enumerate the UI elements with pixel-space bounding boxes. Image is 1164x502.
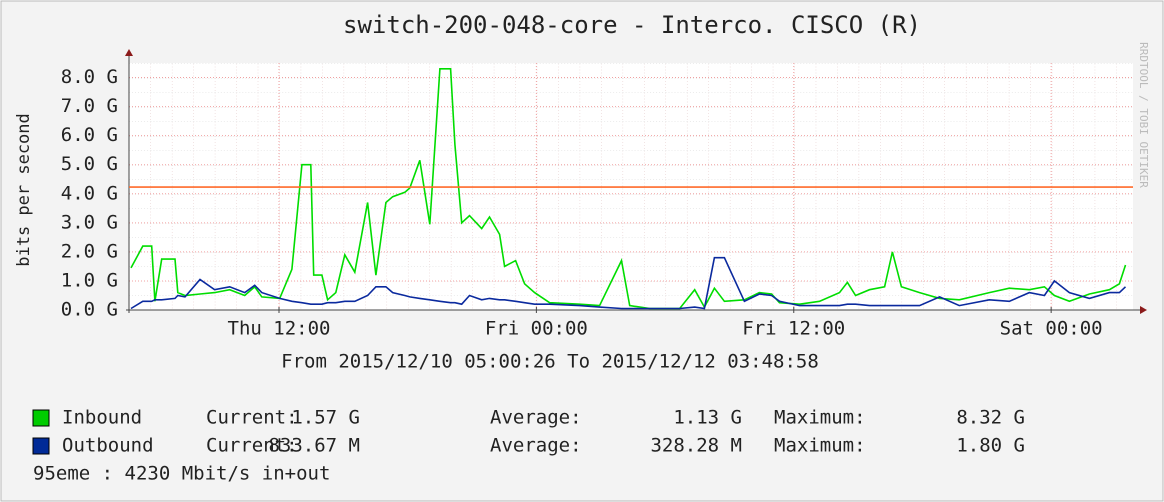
- legend-stat-value: 1.80 G: [956, 435, 1025, 457]
- y-tick-label: 7.0 G: [61, 95, 118, 117]
- legend-stat-label: Maximum:: [774, 435, 866, 457]
- legend-stat-value: 1.13 G: [673, 407, 742, 429]
- footer: 95eme : 4230 Mbit/s in+out: [33, 463, 330, 485]
- x-tick-label: Sat 00:00: [1000, 318, 1103, 340]
- legend-stat-value: 8.32 G: [956, 407, 1025, 429]
- y-tick-label: 8.0 G: [61, 66, 118, 88]
- legend-stat-label: Current:: [206, 435, 298, 457]
- legend-swatch: [32, 409, 50, 427]
- y-tick-label: 6.0 G: [61, 124, 118, 146]
- legend-stat-label: Average:: [490, 407, 582, 429]
- legend-label: Outbound: [62, 435, 154, 457]
- legend-stat-value: 328.28 M: [650, 435, 742, 457]
- y-tick-label: 3.0 G: [61, 211, 118, 233]
- y-tick-label: 5.0 G: [61, 153, 118, 175]
- legend-swatch: [32, 437, 50, 455]
- y-tick-label: 1.0 G: [61, 269, 118, 291]
- subtitle: From 2015/12/10 05:00:26 To 2015/12/12 0…: [281, 351, 819, 373]
- legend-stat-label: Current:: [206, 407, 298, 429]
- legend-label: Inbound: [62, 407, 142, 429]
- y-tick-label: 0.0 G: [61, 299, 118, 321]
- x-tick-label: Fri 00:00: [485, 318, 588, 340]
- series-line: [130, 68, 1127, 310]
- x-tick-label: Fri 12:00: [742, 318, 845, 340]
- y-tick-label: 4.0 G: [61, 182, 118, 204]
- legend-stat-value: 833.67 M: [268, 435, 360, 457]
- axis-arrow: [125, 49, 133, 56]
- x-tick-label: Thu 12:00: [228, 318, 331, 340]
- y-tick-label: 2.0 G: [61, 240, 118, 262]
- axis-arrow: [1140, 306, 1147, 314]
- legend-stat-value: 1.57 G: [291, 407, 360, 429]
- y-axis-label: bits per second: [14, 113, 34, 267]
- legend-stat-label: Maximum:: [774, 407, 866, 429]
- legend-stat-label: Average:: [490, 435, 582, 457]
- watermark: RRDTOOL / TOBI OETIKER: [1137, 42, 1150, 188]
- chart-title: switch-200-048-core - Interco. CISCO (R): [343, 11, 921, 39]
- series-line: [130, 256, 1127, 310]
